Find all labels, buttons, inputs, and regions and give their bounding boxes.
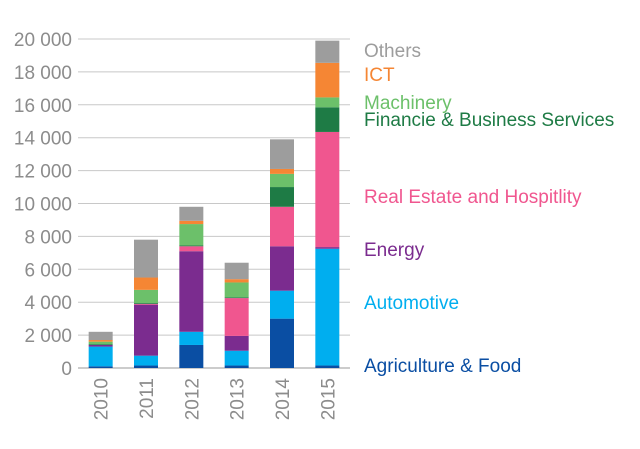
y-tick-label: 10 000 [14, 195, 72, 216]
x-tick-label: 2013 [228, 378, 249, 420]
y-tick-label: 20 000 [14, 30, 72, 51]
bar-segment [179, 206, 204, 221]
y-tick-label: 8 000 [24, 227, 72, 248]
x-tick-label: 2010 [92, 378, 113, 420]
legend-label: Financie & Business Services [364, 110, 614, 131]
y-tick-label: 6 000 [24, 260, 72, 281]
bar-segment [134, 304, 158, 356]
bar-segment [88, 340, 113, 342]
y-tick-label: 14 000 [14, 129, 72, 150]
x-tick-label: 2015 [318, 378, 339, 420]
bar-segment [179, 344, 204, 368]
bar-segment [270, 246, 294, 291]
bar-segment [134, 239, 158, 278]
bar-segment [224, 298, 249, 336]
y-tick-label: 2 000 [24, 326, 72, 347]
x-axis-ticks: 2010 2011 2012 2013 2014 2015 [92, 378, 340, 421]
y-axis-ticks: 0 2 000 4 000 6 000 8 000 10 000 12 000 14 000 1… [14, 30, 72, 380]
bar-segment [179, 220, 204, 225]
bar-segment [134, 365, 158, 368]
bar-segment [88, 366, 113, 368]
bar-segment [88, 331, 113, 341]
y-tick-label: 4 000 [24, 293, 72, 314]
bar-segment [270, 173, 294, 188]
bar-segment [88, 341, 113, 345]
bar-segment [315, 365, 340, 368]
bar-segment [315, 131, 340, 248]
bar-segment [270, 187, 294, 207]
legend-label: Agriculture & Food [364, 356, 521, 377]
x-tick-label: 2011 [137, 378, 158, 419]
bar-segment [315, 40, 340, 63]
bar-segment [315, 62, 340, 98]
bar-segment [270, 168, 294, 174]
y-tick-label: 12 000 [14, 162, 72, 183]
legend-label: Automotive [364, 293, 459, 314]
bar-segment [134, 277, 158, 290]
bars [88, 40, 340, 368]
bar-segment [315, 247, 340, 249]
bar-segment [224, 262, 249, 280]
legend-label: ICT [364, 65, 395, 86]
bar-segment [88, 346, 113, 367]
bar-segment [224, 365, 249, 368]
y-tick-label: 18 000 [14, 63, 72, 84]
bar-segment [224, 282, 249, 298]
bar-segment [315, 97, 340, 108]
y-tick-label: 0 [61, 359, 72, 380]
y-tick-label: 16 000 [14, 96, 72, 117]
bar-segment [179, 224, 204, 246]
bar-segment [270, 290, 294, 319]
bar-segment [134, 303, 158, 304]
bar-segment [315, 248, 340, 366]
legend-label: Real Estate and Hospitlity [364, 187, 582, 208]
gridlines [78, 38, 350, 369]
bar-segment [134, 289, 158, 304]
bar-segment [315, 107, 340, 132]
legend-label: Energy [364, 240, 425, 261]
legend-label: Machinery [364, 93, 452, 114]
bar-segment [134, 355, 158, 366]
bar-segment [179, 246, 204, 252]
legend-label: Others [364, 41, 421, 62]
bar-segment [179, 251, 204, 332]
bar-segment [179, 245, 204, 247]
bar-segment [270, 318, 294, 368]
bar-segment [88, 344, 113, 347]
bar-segment [270, 139, 294, 169]
bar-segment [270, 206, 294, 247]
bar-segment [224, 335, 249, 351]
x-tick-label: 2014 [273, 378, 294, 421]
x-tick-label: 2012 [182, 378, 203, 420]
bar-segment [224, 297, 249, 299]
legend: Agriculture & Food Automotive Energy Real E… [364, 41, 614, 377]
bar-segment [179, 331, 204, 345]
bar-segment [134, 303, 158, 305]
bar-segment [224, 350, 249, 366]
bar-segment [224, 279, 249, 283]
bar-segment [88, 344, 113, 345]
